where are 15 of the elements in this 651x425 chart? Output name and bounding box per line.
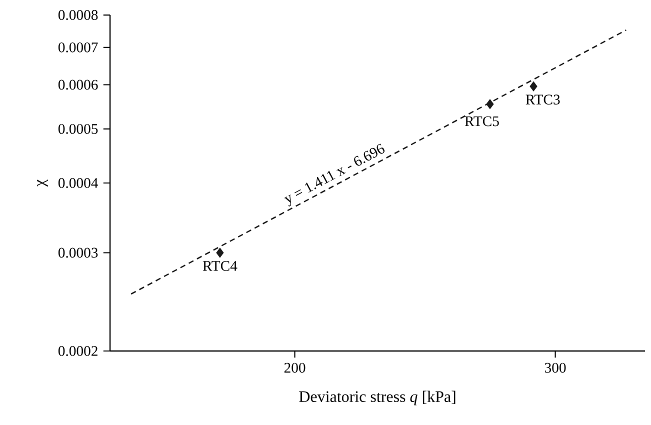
y-tick-label: 0.0008 [58,10,98,20]
x-axis-title: Deviatoric stress q [kPa] [299,390,456,406]
y-tick-label: 0.0005 [58,124,98,134]
y-axis-title: χ [37,180,48,187]
annotation: RTC4 [202,261,238,271]
y-tick-label: 0.0004 [58,178,98,188]
y-tick-label: 0.0003 [58,248,98,258]
annotation: RTC5 [464,116,499,126]
y-tick-label: 0.0006 [58,80,98,90]
x-tick-label: 200 [284,362,306,373]
annotation: RTC3 [526,94,560,105]
y-tick-label: 0.0002 [58,346,98,356]
annotation: y = 1.411 x - 6.696 [284,144,385,207]
x-tick-label: 300 [545,362,566,373]
y-tick-label: 0.0007 [58,42,98,52]
